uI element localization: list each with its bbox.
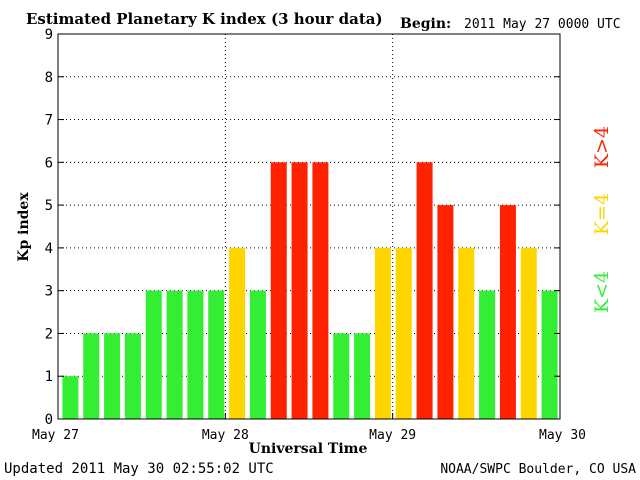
y-tick-label: 8: [45, 70, 53, 86]
y-tick-label: 9: [45, 27, 53, 43]
kp-bar: [104, 333, 121, 419]
kp-bar: [416, 162, 433, 420]
kp-bar: [187, 290, 204, 419]
y-tick-label: 0: [45, 412, 53, 428]
kp-bar: [291, 162, 308, 420]
y-tick-label: 2: [45, 326, 53, 342]
kp-bar: [499, 205, 516, 419]
kp-bar: [520, 247, 537, 419]
kp-bar: [166, 290, 183, 419]
bars-group: [62, 162, 558, 420]
kp-bar: [124, 333, 141, 419]
x-ticks: May 27 May 28 May 29 May 30: [32, 413, 586, 443]
legend-k-above-4: K>4: [591, 126, 613, 168]
kp-bar: [437, 205, 454, 419]
y-axis-label: Kp index: [16, 192, 32, 262]
plot-frame: [57, 33, 561, 420]
kp-bar: [395, 247, 412, 419]
source-credit: NOAA/SWPC Boulder, CO USA: [440, 462, 636, 477]
y-tick-label: 6: [45, 155, 53, 171]
kp-bar: [249, 290, 266, 419]
y-ticks: 0 1 2 3 4 5 6 7 8 9: [45, 27, 560, 428]
x-tick-label: May 28: [202, 428, 249, 443]
updated-timestamp: Updated 2011 May 30 02:55:02 UTC: [4, 461, 274, 477]
y-tick-label: 3: [45, 284, 53, 300]
x-axis-label: Universal Time: [249, 441, 368, 457]
x-tick-label: May 29: [369, 428, 416, 443]
kp-bar: [374, 247, 391, 419]
x-tick-label: May 30: [539, 428, 586, 443]
kp-bar: [479, 290, 496, 419]
legend-k-below-4: K<4: [591, 271, 613, 313]
kp-bar: [333, 333, 350, 419]
kp-bar: [83, 333, 100, 419]
y-tick-label: 5: [45, 198, 53, 214]
legend-k-equal-4: K=4: [591, 193, 613, 235]
kp-bar: [541, 290, 558, 419]
begin-label: Begin:: [400, 16, 451, 32]
grid-lines: [58, 34, 560, 419]
begin-value: 2011 May 27 0000 UTC: [464, 17, 621, 32]
kp-bar: [62, 376, 79, 419]
kp-bar: [270, 162, 287, 420]
y-tick-label: 1: [45, 369, 53, 385]
kp-bar: [312, 162, 329, 420]
kp-bar: [229, 247, 246, 419]
kp-bar: [458, 247, 475, 419]
chart-title: Estimated Planetary K index (3 hour data…: [26, 10, 383, 28]
x-tick-label: May 27: [32, 428, 79, 443]
y-tick-label: 7: [45, 113, 53, 129]
kp-bar: [208, 290, 225, 419]
kp-bar: [354, 333, 371, 419]
kp-bar: [145, 290, 162, 419]
y-tick-label: 4: [45, 241, 53, 257]
